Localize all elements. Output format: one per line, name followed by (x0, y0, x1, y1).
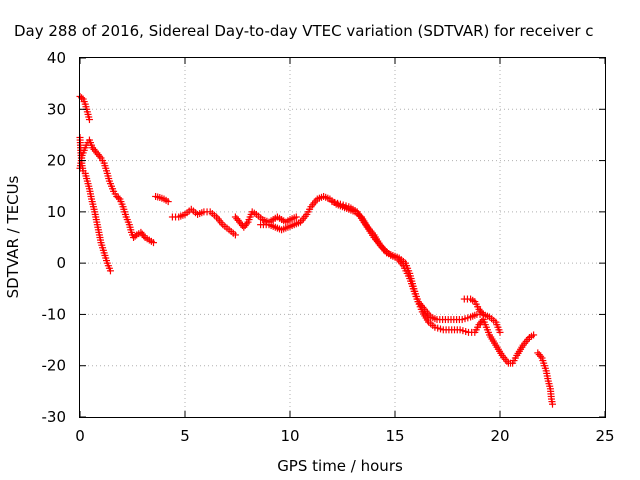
data-point (164, 198, 172, 206)
x-tick-label: 15 (385, 427, 404, 445)
x-tick-label: 5 (180, 427, 190, 445)
data-point (479, 310, 487, 318)
data-point (131, 232, 139, 240)
data-points (76, 92, 556, 408)
data-point (85, 116, 93, 124)
data-point (537, 352, 545, 360)
data-point (231, 231, 239, 239)
data-point (96, 152, 104, 160)
data-point (150, 239, 157, 247)
data-point (292, 213, 300, 221)
x-axis-label: GPS time / hours (277, 457, 403, 475)
y-axis-label: SDTVAR / TECUs (4, 175, 22, 298)
x-tick-label: 0 (75, 427, 85, 445)
plot-frame (79, 57, 606, 418)
data-point (140, 232, 148, 240)
y-tick-label: 10 (47, 203, 66, 221)
data-point (478, 309, 486, 317)
axis-ticks: 0 5 10 15 20 25 -30 -20 -10 0 10 20 30 40 (42, 49, 615, 445)
data-point (114, 194, 122, 202)
y-tick-label: -20 (42, 357, 67, 375)
data-point (243, 220, 251, 228)
y-tick-label: 20 (47, 152, 66, 170)
data-point (496, 328, 504, 336)
y-tick-label: 30 (47, 100, 66, 118)
y-tick-label: -30 (42, 408, 67, 426)
grid-lines (80, 58, 605, 417)
y-tick-label: 40 (47, 49, 66, 67)
y-tick-label: -10 (42, 305, 67, 323)
x-tick-label: 10 (280, 427, 299, 445)
data-point (106, 267, 114, 275)
data-point (549, 400, 556, 408)
x-tick-label: 25 (595, 427, 614, 445)
y-tick-label: 0 (56, 254, 66, 272)
data-point (530, 331, 538, 339)
x-tick-label: 20 (490, 427, 509, 445)
chart-title: Day 288 of 2016, Sidereal Day-to-day VTE… (14, 22, 594, 40)
